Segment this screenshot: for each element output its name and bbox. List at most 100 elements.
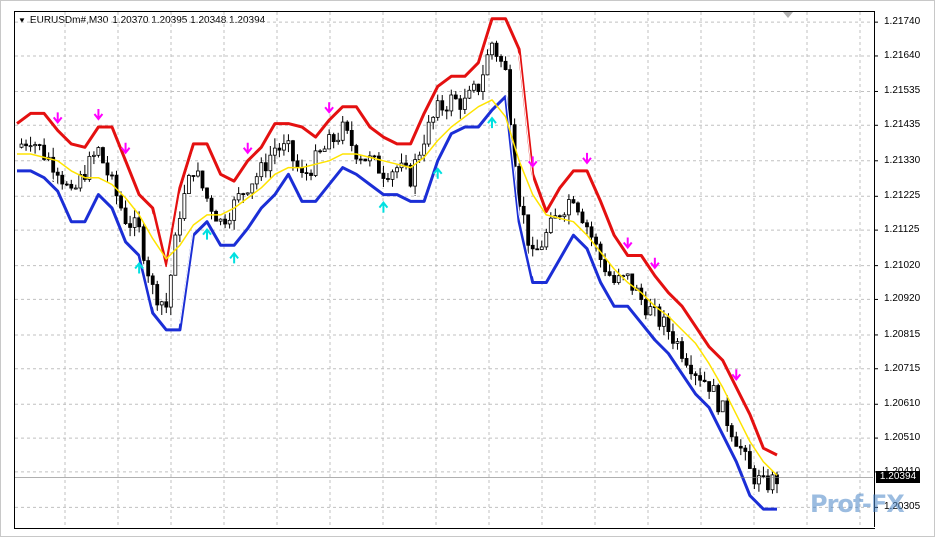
arrow-down-icon	[731, 369, 742, 381]
candle-body	[503, 60, 508, 71]
candle-body	[404, 162, 408, 166]
lower-band-inner	[17, 89, 777, 503]
candle-body	[55, 171, 60, 176]
price-tick-label: 1.21330	[884, 154, 921, 166]
candle-body	[182, 193, 187, 219]
candle-body	[96, 147, 101, 156]
candle-body	[743, 447, 748, 452]
candle-body	[422, 143, 427, 156]
candle-body	[64, 183, 69, 186]
candle-body	[78, 174, 83, 189]
candle-body	[517, 165, 522, 207]
price-tick-label: 1.20305	[884, 501, 921, 513]
candle-body	[196, 170, 200, 177]
candle-body	[557, 215, 562, 218]
candle-body	[711, 385, 716, 392]
price-tick-label: 1.21435	[884, 119, 921, 131]
arrow-down-icon	[242, 142, 253, 155]
candle-body	[168, 274, 173, 308]
candle-body	[675, 341, 680, 344]
candle-body	[657, 306, 662, 327]
candle-body	[530, 244, 535, 250]
candle-body	[340, 121, 345, 141]
candle-body	[60, 174, 65, 185]
price-tick-label: 1.21640	[884, 49, 921, 61]
candle-body	[119, 195, 123, 209]
candle-body	[327, 134, 332, 150]
candle-body	[101, 147, 105, 164]
candle-body	[485, 54, 490, 76]
candle-body	[282, 143, 286, 151]
candle-body	[526, 214, 531, 246]
candle-body	[236, 193, 241, 201]
candle-body	[458, 98, 463, 110]
candle-body	[386, 178, 390, 180]
arrow-up-icon	[487, 116, 497, 129]
candle-body	[548, 217, 553, 233]
candle-body	[232, 199, 237, 221]
candle-body	[643, 299, 648, 316]
candle-body	[227, 219, 232, 225]
candle-body	[494, 42, 499, 57]
candle-body	[87, 155, 92, 180]
price-tick-label: 1.20815	[884, 328, 921, 340]
arrow-up-icon	[378, 201, 389, 213]
candle-body	[481, 74, 485, 92]
candle-body	[666, 316, 671, 333]
candle-body	[272, 147, 277, 156]
candle-body	[594, 236, 598, 245]
candle-body	[372, 155, 377, 158]
arrow-down-icon	[622, 237, 633, 250]
candle-body	[612, 275, 617, 283]
triangle-down-icon[interactable]: ▼	[18, 16, 26, 25]
candle-body	[128, 223, 132, 228]
candle-body	[544, 232, 549, 248]
candle-body	[589, 226, 594, 238]
candle-body	[132, 217, 137, 228]
candle-body	[539, 246, 544, 250]
candle-body	[716, 385, 721, 413]
candle-body	[462, 97, 467, 110]
candle-body	[571, 199, 576, 204]
candle-body	[729, 425, 734, 438]
candle-body	[173, 234, 178, 276]
candle-body	[585, 222, 589, 228]
candle-body	[472, 83, 476, 91]
candle-body	[761, 475, 766, 478]
candle-body	[693, 373, 698, 376]
arrow-down-icon	[527, 156, 538, 168]
price-scale[interactable]	[874, 11, 935, 527]
candle-body	[395, 167, 399, 173]
moving-average-line	[17, 99, 778, 476]
candle-body	[725, 400, 730, 426]
watermark-logo: Prof-FX	[810, 490, 905, 518]
candle-body	[435, 100, 440, 118]
candle-body	[286, 140, 291, 145]
candle-body	[377, 155, 381, 174]
candle-body	[73, 187, 78, 190]
candle-body	[123, 207, 128, 225]
plot-area[interactable]	[14, 11, 875, 529]
candle-body	[37, 144, 42, 146]
candle-body	[200, 170, 205, 189]
price-tick-label: 1.21535	[884, 85, 921, 97]
candle-body	[291, 140, 295, 162]
price-tick-label: 1.20510	[884, 432, 921, 444]
candle-body	[223, 218, 227, 225]
candle-body	[155, 284, 160, 306]
candle-body	[295, 160, 300, 168]
chart-shift-icon[interactable]	[783, 12, 793, 18]
candle-body	[698, 375, 702, 381]
arrow-down-icon	[120, 142, 131, 155]
candle-body	[603, 259, 607, 273]
candle-body	[146, 260, 151, 277]
lower-band-line	[17, 95, 777, 511]
chart-header: ▼ EURUSDm#,M30 1.20370 1.20395 1.20348 1…	[18, 15, 265, 26]
candle-body	[141, 226, 146, 262]
candle-body	[381, 172, 386, 179]
candle-body	[648, 306, 653, 316]
price-tick-label: 1.21740	[884, 16, 921, 28]
candle-body	[214, 210, 218, 222]
candle-body	[431, 116, 436, 123]
